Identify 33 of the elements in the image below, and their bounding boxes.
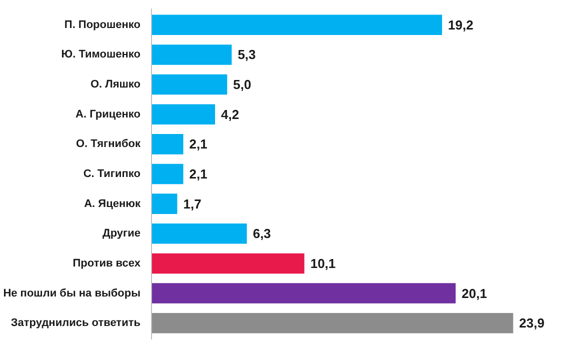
bar [152, 194, 178, 214]
data-label: 2,1 [189, 166, 208, 182]
bar [152, 134, 184, 154]
y-tick-label: Другие [102, 228, 141, 240]
data-label: 10,1 [310, 256, 336, 271]
y-tick-label: Против всех [72, 257, 142, 270]
data-label: 6,3 [252, 226, 271, 242]
y-tick-label: А. Гриценко [76, 108, 141, 120]
bar [152, 74, 228, 95]
data-label: 2,1 [189, 136, 208, 152]
data-label: 5,3 [238, 47, 256, 62]
y-tick-label: Затруднились ответить [10, 317, 141, 330]
y-tick-label: С. Тигипко [83, 168, 141, 180]
bar [152, 283, 456, 304]
data-label: 19,2 [448, 17, 474, 32]
bar [152, 44, 232, 65]
data-label: 1,7 [183, 196, 202, 212]
y-tick-label: Ю. Тимошенко [61, 48, 141, 61]
bar [152, 253, 304, 274]
bar [152, 312, 514, 334]
y-tick-label: О. Ляшко [90, 78, 141, 91]
bar [152, 164, 184, 184]
bar [152, 224, 247, 244]
y-tick-label: О. Тягнибок [76, 138, 141, 150]
data-label: 5,0 [233, 77, 252, 92]
y-tick-label: Не пошли бы на выборы [3, 287, 141, 300]
data-label: 20,1 [462, 286, 487, 301]
bar [152, 104, 216, 124]
data-label: 23,9 [519, 316, 544, 331]
y-tick-label: А. Яценюк [84, 198, 141, 210]
y-tick-label: П. Порошенко [64, 18, 141, 31]
data-label: 4,2 [221, 106, 240, 122]
bar [152, 14, 442, 36]
